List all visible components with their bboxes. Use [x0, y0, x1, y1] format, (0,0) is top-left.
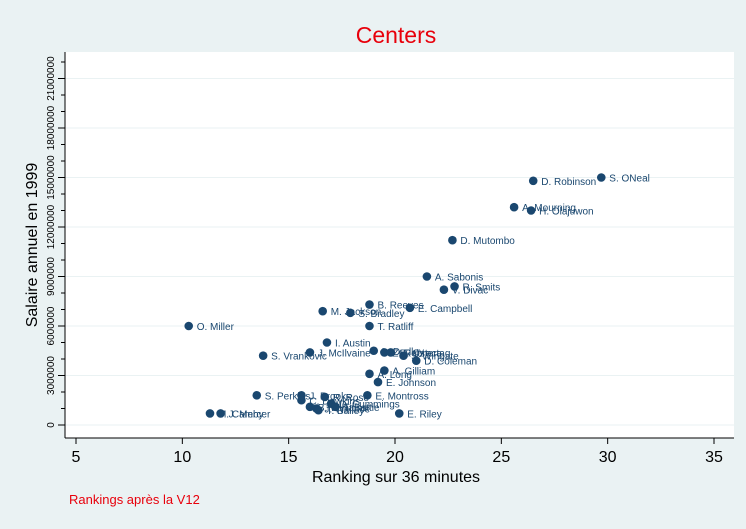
data-point — [365, 321, 374, 331]
point-label: V. Divac — [452, 286, 488, 297]
data-point — [439, 285, 449, 295]
point-label: A. Long — [377, 370, 411, 381]
point-label: M. Camby — [218, 409, 264, 420]
data-point — [252, 391, 262, 400]
data-point — [450, 282, 459, 291]
point-label: S. Vrankovic — [271, 352, 327, 363]
point-label: J. Wingate — [412, 352, 460, 363]
data-point — [365, 369, 374, 379]
point-label: O. Miller — [197, 322, 235, 333]
data-point — [369, 346, 379, 356]
point-label: Z. Rebraca — [392, 348, 442, 359]
point-label: E. Johnson — [386, 378, 436, 389]
point-label: T. Battie — [343, 403, 380, 414]
x-tick-label: 10 — [173, 449, 191, 466]
data-point — [365, 300, 374, 309]
data-point — [322, 338, 332, 347]
data-point — [331, 402, 340, 412]
point-label: A. Mourning — [522, 203, 576, 214]
x-tick-label: 30 — [599, 449, 617, 466]
point-label: J. Mercer — [229, 409, 271, 420]
plot-area — [65, 52, 734, 438]
data-point — [346, 308, 355, 318]
data-point — [297, 395, 306, 405]
data-point — [305, 348, 315, 357]
point-label: E. Campbell — [418, 304, 472, 315]
point-label: T. Ratliff — [377, 322, 413, 333]
footnote: Rankings après la V12 — [69, 492, 200, 507]
x-tick-label: 35 — [705, 449, 723, 466]
data-point — [399, 351, 408, 361]
point-label: I. Austin — [335, 339, 371, 350]
data-point — [509, 202, 519, 212]
x-tick-label: 25 — [492, 449, 510, 466]
x-tick-label: 15 — [280, 449, 298, 466]
data-point — [448, 235, 457, 245]
grid-lines — [65, 78, 734, 426]
y-axis-title: Salaire annuel en 1999 — [24, 163, 41, 328]
data-point — [405, 303, 415, 313]
data-point — [184, 321, 194, 331]
axes: 0 3000000 6000000 9000000 12000000 15000000 18… — [46, 52, 734, 466]
point-label: S. Perkins — [265, 391, 311, 402]
x-axis-title: Ranking sur 36 minutes — [312, 469, 480, 486]
point-label: B. Reeves — [377, 301, 423, 312]
chart-title: Centers — [356, 22, 437, 48]
data-point — [422, 272, 432, 281]
data-point — [320, 392, 330, 402]
data-point — [596, 173, 606, 182]
data-point — [394, 409, 404, 418]
point-label: J. Wallace — [324, 405, 370, 416]
point-label: R. Smits — [463, 282, 501, 293]
data-point — [363, 391, 372, 400]
point-label: D. Mutombo — [460, 236, 515, 247]
data-point — [528, 176, 538, 186]
y-tick-label: 3000000 — [46, 356, 57, 395]
point-label: D. Coleman — [424, 357, 477, 368]
point-label: S. Bradley — [358, 309, 404, 320]
y-tick-label: 9000000 — [46, 257, 57, 296]
point-label: A. Sabonis — [435, 273, 483, 284]
x-tick-label: 20 — [386, 449, 404, 466]
data-point — [318, 306, 327, 316]
point-label: M. Jackson — [331, 307, 382, 318]
data-points — [184, 173, 606, 418]
point-label: B. Williams — [318, 403, 367, 414]
point-label: A. Gilliam — [392, 367, 435, 378]
y-tick-label: 6000000 — [46, 306, 57, 345]
data-point — [258, 351, 268, 361]
point-label: D. Robinson — [541, 177, 596, 188]
data-point — [314, 405, 323, 415]
point-label: S. ONeal — [609, 174, 650, 185]
point-label: J. McIlvaine — [318, 348, 371, 359]
data-point — [216, 409, 225, 418]
data-point — [205, 409, 215, 418]
y-tick-label: 0 — [46, 422, 57, 428]
point-label: H. Olajuwon — [539, 207, 593, 218]
data-point — [380, 366, 389, 375]
data-point — [411, 356, 421, 365]
point-label: E. Riley — [407, 409, 441, 420]
y-tick-label: 21000000 — [46, 56, 57, 101]
point-label: E. Montross — [375, 391, 428, 402]
x-tick-label: 5 — [72, 449, 81, 466]
point-label: R. Rose — [333, 393, 370, 404]
y-tick-label: 18000000 — [46, 105, 57, 150]
point-label: D. Cummings — [339, 400, 400, 411]
y-tick-label: 15000000 — [46, 155, 57, 200]
data-point — [526, 206, 536, 215]
data-point — [373, 377, 383, 387]
data-point — [386, 348, 396, 357]
point-label: J. Brooks — [309, 391, 351, 402]
y-tick-label: 12000000 — [46, 204, 57, 249]
point-label: T. Bailey — [326, 406, 364, 417]
data-point — [380, 348, 389, 357]
point-label: G. Ostertag — [399, 348, 451, 359]
